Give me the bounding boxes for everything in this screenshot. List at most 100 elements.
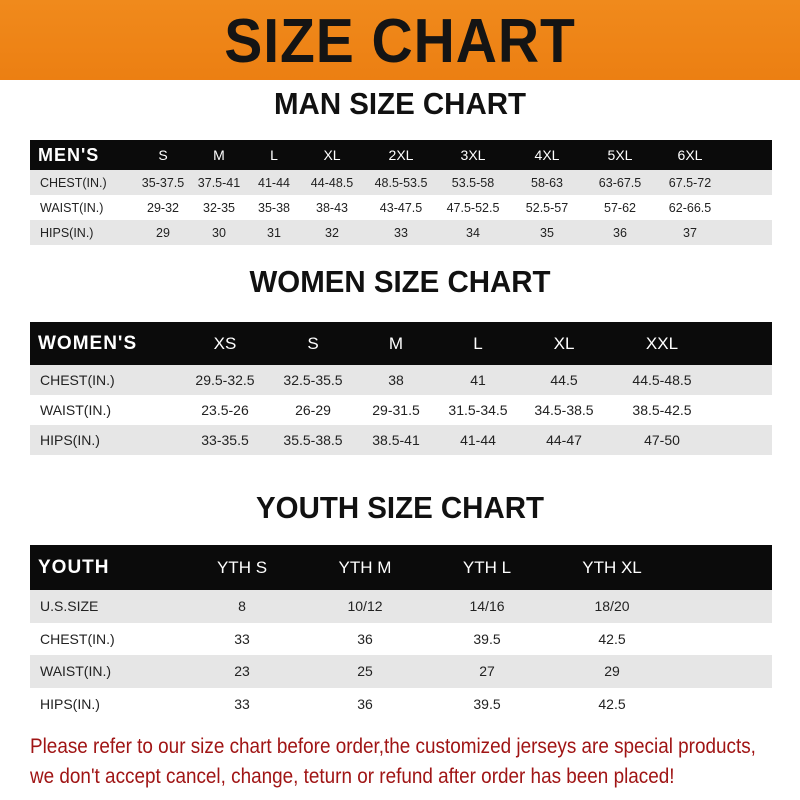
table-cell: 41-44 — [258, 175, 290, 190]
table-cell: 38-43 — [316, 200, 348, 215]
table-cell: 57-62 — [604, 200, 636, 215]
size-header-xl: XL — [553, 333, 575, 353]
table-row: CHEST(IN.) 33 36 39.5 42.5 — [30, 622, 772, 655]
table-row: HIPS(IN.) 33-35.5 35.5-38.5 38.5-41 41-44 44-… — [30, 425, 772, 455]
table-cell: 63-67.5 — [598, 175, 642, 190]
size-header-yth-m: YTH M — [338, 557, 392, 577]
table-cell: 39.5 — [473, 695, 501, 712]
table-cell: 32-35 — [203, 200, 235, 215]
table-cell: 31 — [267, 225, 281, 240]
men-size-table: MEN'S S M L XL 2XL 3XL 4XL 5XL 6XL CHEST(IN.) 35-37… — [30, 140, 772, 245]
table-cell: 31.5-34.5 — [448, 402, 508, 418]
table-cell: 37.5-41 — [197, 175, 241, 190]
table-cell: 34 — [466, 225, 480, 240]
table-cell: 29 — [604, 663, 620, 680]
youth-section-title: YOUTH SIZE CHART — [256, 490, 544, 525]
table-cell: 41 — [470, 372, 486, 388]
size-header-yth-l: YTH L — [462, 557, 512, 577]
size-header-xxl: XXL — [645, 333, 679, 353]
table-cell: 38.5-42.5 — [632, 402, 692, 418]
table-cell: 23 — [234, 663, 250, 680]
women-section-title: WOMEN SIZE CHART — [249, 264, 551, 299]
table-cell: 29.5-32.5 — [195, 372, 255, 388]
table-cell: 41-44 — [460, 432, 496, 448]
size-header-3xl: 3XL — [460, 147, 486, 163]
notice-line-1: Please refer to our size chart before or… — [30, 735, 756, 758]
table-cell: 35-37.5 — [141, 175, 185, 190]
header-label: MEN'S — [38, 144, 100, 165]
table-row: WAIST(IN.) 23 25 27 29 — [30, 655, 772, 688]
table-cell: 26-29 — [295, 402, 331, 418]
table-row: CHEST(IN.) 29.5-32.5 32.5-35.5 38 41 44.5 44.5… — [30, 365, 772, 395]
table-cell: 44.5 — [550, 372, 578, 388]
table-cell: 29-32 — [147, 200, 179, 215]
size-header-6xl: 6XL — [677, 147, 703, 163]
table-cell: 14/16 — [469, 598, 505, 615]
size-header-l: L — [270, 147, 278, 163]
size-header-xl: XL — [323, 147, 341, 163]
table-cell: 27 — [479, 663, 495, 680]
table-cell: 53.5-58 — [451, 175, 495, 190]
table-cell: 25 — [357, 663, 373, 680]
table-row: WAIST(IN.) 29-32 32-35 35-38 38-43 43-47.5 47.… — [30, 195, 772, 220]
table-cell: 44-48.5 — [310, 175, 354, 190]
banner-title: SIZE CHART — [224, 7, 576, 76]
youth-header-row: YOUTH YTH S YTH M YTH L YTH XL — [30, 545, 772, 590]
table-cell: 36 — [357, 630, 373, 647]
size-header-m: M — [388, 333, 404, 353]
men-section-title: MAN SIZE CHART — [274, 86, 526, 121]
table-row: CHEST(IN.) 35-37.5 37.5-41 41-44 44-48.5 48.5… — [30, 170, 772, 195]
table-cell: 18/20 — [594, 598, 630, 615]
size-header-l: L — [473, 333, 483, 353]
row-label: CHEST(IN.) — [40, 372, 115, 388]
youth-size-table: YOUTH YTH S YTH M YTH L YTH XL U.S.SIZE 8 10/12… — [30, 545, 772, 720]
row-label: CHEST(IN.) — [40, 175, 107, 190]
table-cell: 32 — [325, 225, 339, 240]
table-cell: 8 — [238, 598, 246, 615]
row-label: WAIST(IN.) — [40, 402, 112, 418]
table-cell: 39.5 — [473, 630, 501, 647]
table-cell: 29 — [156, 225, 170, 240]
row-label: U.S.SIZE — [40, 598, 99, 615]
row-label: HIPS(IN.) — [40, 695, 100, 712]
table-cell: 38.5-41 — [372, 432, 420, 448]
table-cell: 32.5-35.5 — [283, 372, 343, 388]
table-cell: 36 — [613, 225, 627, 240]
size-header-yth-s: YTH S — [216, 557, 268, 577]
table-row: HIPS(IN.) 33 36 39.5 42.5 — [30, 687, 772, 720]
table-cell: 30 — [212, 225, 226, 240]
women-size-table: WOMEN'S XS S M L XL XXL CHEST(IN.) 29.5-32.5 32.5… — [30, 322, 772, 455]
row-label: CHEST(IN.) — [40, 630, 115, 647]
table-cell: 43-47.5 — [379, 200, 423, 215]
table-cell: 58-63 — [531, 175, 563, 190]
table-cell: 33 — [394, 225, 408, 240]
header-label: WOMEN'S — [38, 332, 138, 354]
table-row: U.S.SIZE 8 10/12 14/16 18/20 — [30, 590, 772, 623]
row-label: HIPS(IN.) — [40, 225, 94, 240]
table-cell: 35-38 — [258, 200, 290, 215]
size-chart-banner: SIZE CHART — [0, 0, 800, 80]
table-row: HIPS(IN.) 29 30 31 32 33 34 35 36 37 — [30, 220, 772, 245]
table-cell: 48.5-53.5 — [374, 175, 428, 190]
size-header-m: M — [213, 147, 225, 163]
table-cell: 33 — [234, 695, 250, 712]
table-cell: 47.5-52.5 — [446, 200, 500, 215]
table-cell: 52.5-57 — [525, 200, 569, 215]
table-cell: 44.5-48.5 — [632, 372, 692, 388]
row-label: HIPS(IN.) — [40, 432, 100, 448]
table-cell: 42.5 — [598, 630, 626, 647]
size-header-yth-xl: YTH XL — [582, 557, 642, 577]
table-cell: 38 — [388, 372, 404, 388]
table-cell: 10/12 — [347, 598, 383, 615]
women-header-row: WOMEN'S XS S M L XL XXL — [30, 322, 772, 365]
size-header-2xl: 2XL — [388, 147, 414, 163]
table-cell: 67.5-72 — [668, 175, 712, 190]
table-cell: 23.5-26 — [201, 402, 249, 418]
size-header-4xl: 4XL — [534, 147, 560, 163]
table-cell: 29-31.5 — [372, 402, 420, 418]
table-cell: 33-35.5 — [201, 432, 249, 448]
men-header-row: MEN'S S M L XL 2XL 3XL 4XL 5XL 6XL — [30, 140, 772, 170]
table-cell: 62-66.5 — [668, 200, 712, 215]
table-cell: 34.5-38.5 — [534, 402, 594, 418]
table-cell: 35.5-38.5 — [283, 432, 343, 448]
